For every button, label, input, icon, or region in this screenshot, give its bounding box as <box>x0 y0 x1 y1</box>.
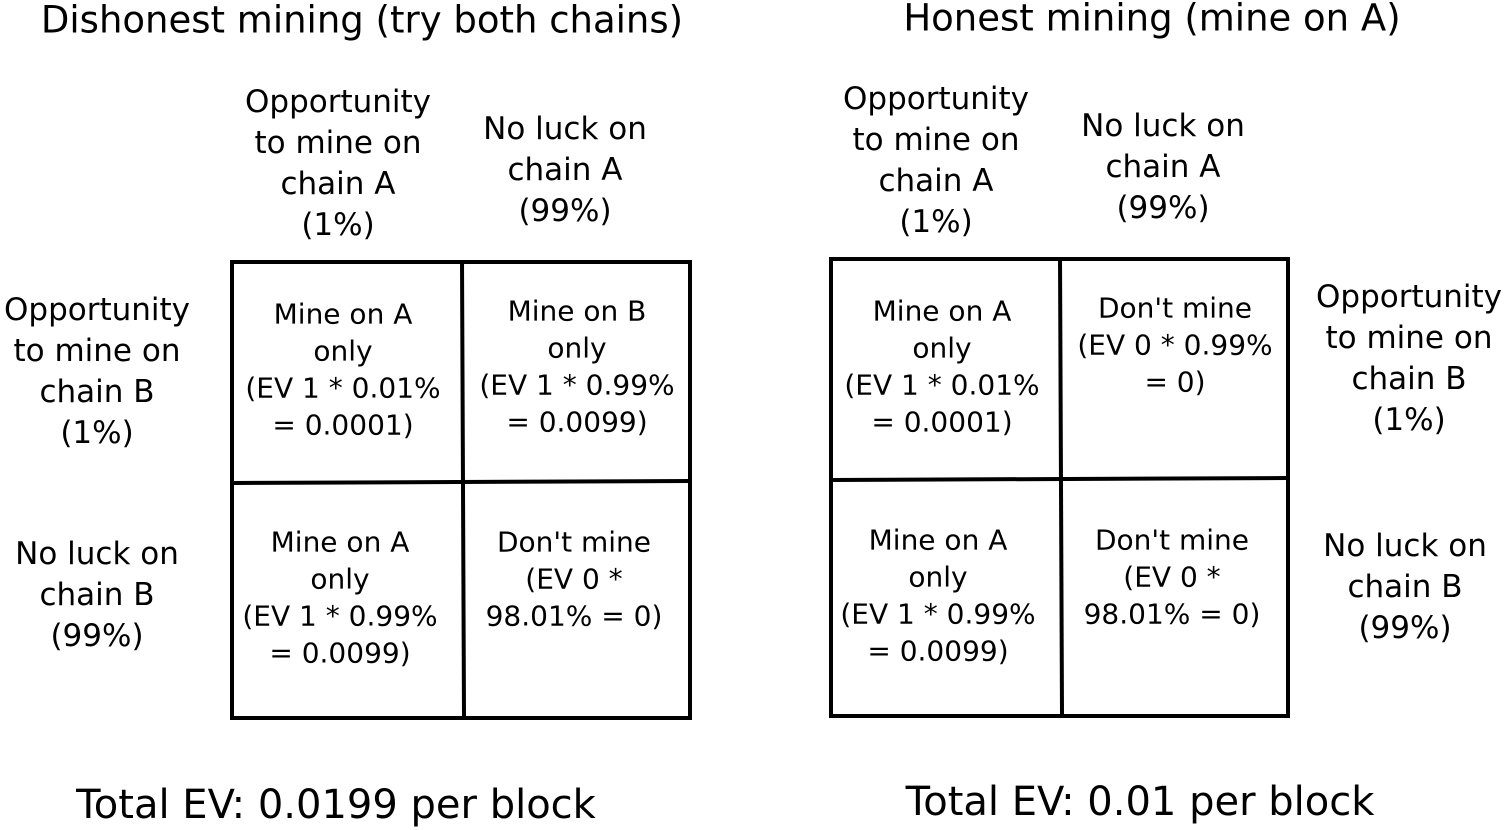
row-header: (1%) <box>1372 402 1445 438</box>
cell-text: = 0.0099) <box>506 406 647 439</box>
grid-line <box>830 476 1289 482</box>
column-header: (1%) <box>899 204 972 240</box>
cell-text: only <box>908 561 967 594</box>
column-header: chain A <box>280 166 395 202</box>
cell-text: Don't mine <box>497 526 651 559</box>
cell-text: (EV 0 * <box>1123 561 1220 594</box>
cell-text: only <box>310 563 369 596</box>
cell-text: 98.01% = 0) <box>1084 598 1261 631</box>
cell-text: (EV 1 * 0.99% <box>242 600 437 633</box>
panel-title: Dishonest mining (try both chains) <box>41 0 683 42</box>
row-header: chain B <box>1347 569 1462 605</box>
cell-text: only <box>313 335 372 368</box>
cell-text: Mine on A <box>873 295 1012 328</box>
cell-text: (EV 1 * 0.01% <box>245 372 440 405</box>
row-header: to mine on <box>14 333 181 369</box>
cell-text: (EV 0 * <box>525 563 622 596</box>
row-header: chain B <box>1351 361 1466 397</box>
cell-text: Mine on B <box>508 295 647 328</box>
cell-text: (EV 1 * 0.99% <box>840 598 1035 631</box>
column-header: Opportunity <box>245 84 431 120</box>
column-header: (1%) <box>301 207 374 243</box>
row-header: chain B <box>39 577 154 613</box>
cell-text: Don't mine <box>1098 292 1252 325</box>
column-header: chain A <box>507 152 622 188</box>
grid-line <box>231 479 691 485</box>
column-header: chain A <box>1105 149 1220 185</box>
cell-text: only <box>912 332 971 365</box>
total-ev: Total EV: 0.01 per block <box>905 779 1376 825</box>
cell-text: = 0.0099) <box>269 637 410 670</box>
cell-text: only <box>547 332 606 365</box>
cell-text: Mine on A <box>869 524 1008 557</box>
cell-text: = 0.0099) <box>867 635 1008 668</box>
cell-text: Mine on A <box>271 526 410 559</box>
column-header: No luck on <box>1081 108 1245 144</box>
column-header: to mine on <box>255 125 422 161</box>
panel-title: Honest mining (mine on A) <box>903 0 1400 40</box>
grid-line <box>460 259 466 717</box>
cell-text: Don't mine <box>1095 524 1249 557</box>
row-header: (99%) <box>1358 610 1451 646</box>
cell-text: (EV 0 * 0.99% <box>1077 329 1272 362</box>
row-header: Opportunity <box>1316 279 1502 315</box>
cell-text: (EV 1 * 0.01% <box>844 369 1039 402</box>
row-header: chain B <box>39 374 154 410</box>
column-header: Opportunity <box>843 81 1029 117</box>
total-ev: Total EV: 0.0199 per block <box>75 782 597 828</box>
row-header: No luck on <box>15 536 179 572</box>
cell-text: Mine on A <box>274 298 413 331</box>
column-header: to mine on <box>853 122 1020 158</box>
cell-text: = 0.0001) <box>272 409 413 442</box>
row-header: No luck on <box>1323 528 1487 564</box>
row-header: Opportunity <box>4 292 190 328</box>
column-header: (99%) <box>518 193 611 229</box>
cell-text: = 0.0001) <box>871 406 1012 439</box>
cell-text: (EV 1 * 0.99% <box>479 369 674 402</box>
column-header: No luck on <box>483 111 647 147</box>
row-header: to mine on <box>1326 320 1493 356</box>
row-header: (99%) <box>50 618 143 654</box>
row-header: (1%) <box>60 415 133 451</box>
cell-text: 98.01% = 0) <box>486 600 663 633</box>
column-header: (99%) <box>1116 190 1209 226</box>
grid-line <box>1058 256 1064 715</box>
column-header: chain A <box>878 163 993 199</box>
cell-text: = 0) <box>1144 366 1205 399</box>
